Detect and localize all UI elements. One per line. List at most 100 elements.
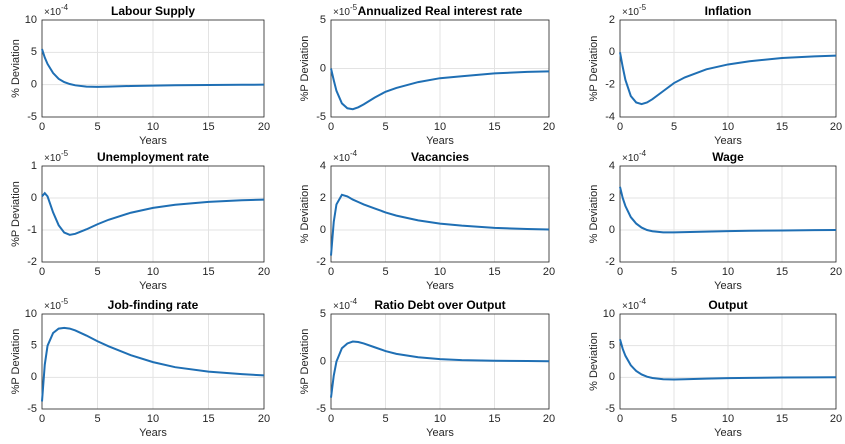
x-tick-label: 5 [671,413,677,425]
x-tick-label: 0 [39,413,45,425]
y-tick-label: 10 [25,14,37,26]
y-tick-label: -2 [605,256,615,268]
y-tick-label: -2 [316,256,326,268]
subplot-title: Labour Supply [111,4,195,18]
x-tick-label: 10 [147,413,159,425]
y-scale-base: ×10 [622,7,639,18]
y-tick-label: 2 [320,192,326,204]
axes-box [41,19,265,118]
x-tick-label: 20 [830,266,842,278]
subplot-title: Wage [712,150,744,164]
line [619,52,837,106]
y-tick-label: 0 [320,62,326,74]
x-tick-label: 10 [722,121,734,133]
x-tick-label: 10 [147,266,159,278]
y-scale-base: ×10 [622,153,639,164]
x-axis-label: Years [714,135,742,147]
x-tick-label: 5 [94,413,100,425]
subplot-title: Annualized Real interest rate [358,4,523,18]
x-axis-label: Years [139,280,167,292]
y-axis-label: % Deviation [588,185,600,244]
line [41,48,265,88]
axes-box [619,19,837,118]
x-tick-label: 5 [382,266,388,278]
y-tick-label: 0 [609,371,615,383]
y-scale-label: ×10-5 [333,3,358,18]
axes-box [330,313,550,410]
axes-box [41,313,265,410]
y-axis-label: % Deviation [10,39,22,98]
line [330,340,550,398]
y-tick-label: 4 [609,160,615,172]
x-tick-label: 5 [671,121,677,133]
y-tick-label: -5 [27,403,37,415]
y-scale-exponent: -4 [350,297,358,306]
y-tick-label: 0 [609,46,615,58]
line [41,326,265,402]
subplot-title: Ratio Debt over Output [374,298,505,312]
x-tick-label: 10 [434,266,446,278]
axes-box [330,165,550,263]
y-scale-exponent: -4 [639,297,647,306]
y-axis-label: %P Deviation [10,329,22,395]
x-tick-label: 10 [147,121,159,133]
y-scale-exponent: -5 [61,149,69,158]
y-tick-label: -5 [605,403,615,415]
x-tick-label: 5 [671,266,677,278]
x-tick-label: 15 [776,266,788,278]
x-tick-label: 0 [617,121,623,133]
x-tick-label: 15 [776,121,788,133]
y-scale-exponent: -5 [61,297,69,306]
x-tick-label: 5 [382,413,388,425]
subplot-title: Vacancies [411,150,469,164]
y-scale-label: ×10-4 [622,149,647,164]
x-axis-label: Years [139,135,167,147]
x-tick-label: 10 [434,413,446,425]
x-tick-label: 10 [434,121,446,133]
x-tick-label: 15 [488,121,500,133]
x-tick-label: 20 [258,121,270,133]
x-tick-label: 10 [722,413,734,425]
x-tick-label: 20 [830,413,842,425]
y-tick-label: 1 [31,160,37,172]
x-tick-label: 15 [202,121,214,133]
y-scale-exponent: -5 [350,3,358,12]
subplot-title: Output [708,298,747,312]
x-tick-label: 20 [258,413,270,425]
x-tick-label: 5 [94,121,100,133]
line [330,193,550,256]
y-tick-label: 0 [320,355,326,367]
y-scale-exponent: -4 [61,3,69,12]
axes-box [41,165,265,263]
line [619,186,837,234]
x-tick-label: 15 [488,413,500,425]
y-tick-label: 2 [609,14,615,26]
x-axis-label: Years [426,427,454,439]
y-axis-label: %P Deviation [299,36,311,102]
line [41,191,265,236]
x-axis-label: Years [714,427,742,439]
y-tick-label: 0 [31,371,37,383]
y-scale-exponent: -4 [639,149,647,158]
subplot: 0 5 10 15 20 -4 -2 0 2 Inflation Years %P Deviation… [588,3,842,147]
y-tick-label: 5 [320,14,326,26]
y-scale-label: ×10-5 [622,3,647,18]
y-tick-label: -2 [605,79,615,91]
y-tick-label: 0 [320,224,326,236]
subplot-title: Unemployment rate [97,150,209,164]
y-tick-label: -2 [27,256,37,268]
y-scale-base: ×10 [44,153,61,164]
x-tick-label: 15 [776,413,788,425]
y-scale-label: ×10-4 [44,3,69,18]
y-tick-label: 0 [609,224,615,236]
y-tick-label: -4 [605,111,615,123]
y-scale-label: ×10-5 [44,297,69,312]
axes-box [619,165,837,263]
x-axis-label: Years [426,135,454,147]
subplot-title: Inflation [705,4,752,18]
